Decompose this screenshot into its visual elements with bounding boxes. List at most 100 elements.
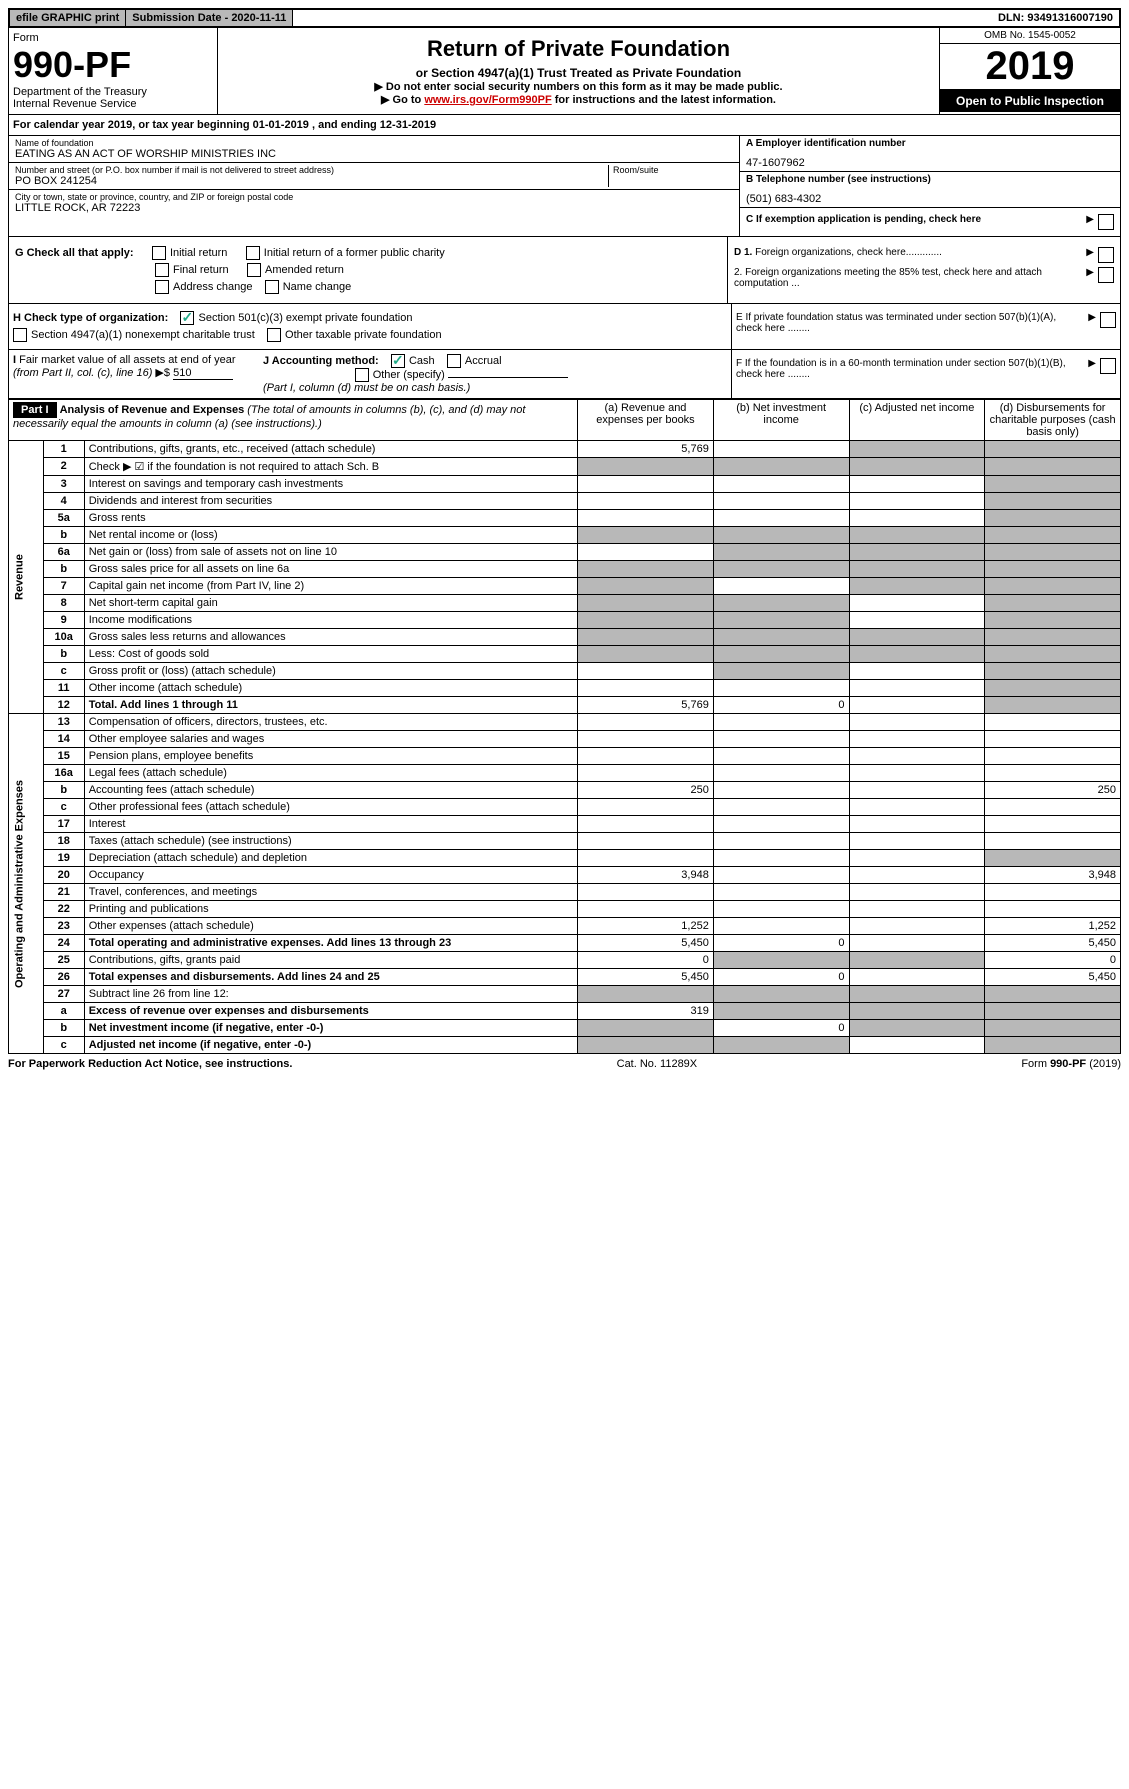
arrow-icon: ▶ (1086, 214, 1094, 225)
row-num: 18 (43, 833, 84, 850)
table-row: 8Net short-term capital gain (9, 595, 1121, 612)
table-cell (985, 680, 1121, 697)
row-desc: Net gain or (loss) from sale of assets n… (84, 544, 577, 561)
table-cell (849, 799, 985, 816)
table-row: 15Pension plans, employee benefits (9, 748, 1121, 765)
table-row: 3Interest on savings and temporary cash … (9, 476, 1121, 493)
h3-checkbox[interactable] (267, 328, 281, 342)
form-link[interactable]: www.irs.gov/Form990PF (424, 94, 551, 106)
c-checkbox[interactable] (1098, 214, 1114, 230)
table-cell (849, 748, 985, 765)
table-cell (849, 544, 985, 561)
table-cell: 0 (713, 1020, 849, 1037)
table-cell (713, 901, 849, 918)
i-value: 510 (173, 367, 233, 380)
table-cell: 0 (985, 952, 1121, 969)
d1-checkbox[interactable] (1098, 247, 1114, 263)
table-cell (713, 441, 849, 458)
table-row: bNet investment income (if negative, ent… (9, 1020, 1121, 1037)
amended-return-checkbox[interactable] (247, 263, 261, 277)
table-row: 16aLegal fees (attach schedule) (9, 765, 1121, 782)
j-label: J Accounting method: (263, 355, 379, 367)
table-cell (985, 578, 1121, 595)
row-desc: Check ▶ ☑ if the foundation is not requi… (84, 458, 577, 476)
table-row: 10aGross sales less returns and allowanc… (9, 629, 1121, 646)
accrual-checkbox[interactable] (447, 354, 461, 368)
phone-label: B Telephone number (see instructions) (746, 174, 1114, 185)
table-cell (985, 544, 1121, 561)
table-cell (985, 612, 1121, 629)
table-cell (578, 765, 714, 782)
ein-label: A Employer identification number (746, 138, 1114, 149)
row-num: c (43, 799, 84, 816)
row-num: a (43, 1003, 84, 1020)
table-cell (849, 458, 985, 476)
table-row: 22Printing and publications (9, 901, 1121, 918)
initial-former-checkbox[interactable] (246, 246, 260, 260)
dln: DLN: 93491316007190 (992, 10, 1119, 26)
table-row: 26Total expenses and disbursements. Add … (9, 969, 1121, 986)
submission-date: Submission Date - 2020-11-11 (126, 10, 293, 26)
table-cell (713, 476, 849, 493)
table-cell (985, 765, 1121, 782)
addr-label: Number and street (or P.O. box number if… (15, 165, 608, 175)
table-cell (985, 441, 1121, 458)
row-desc: Accounting fees (attach schedule) (84, 782, 577, 799)
table-row: 27Subtract line 26 from line 12: (9, 986, 1121, 1003)
form-number: 990-PF (13, 44, 213, 86)
instr-2-post: for instructions and the latest informat… (552, 94, 776, 106)
name-change-checkbox[interactable] (265, 280, 279, 294)
table-cell (713, 799, 849, 816)
tax-year: 2019 (940, 44, 1120, 90)
row-desc: Adjusted net income (if negative, enter … (84, 1037, 577, 1054)
row-desc: Net rental income or (loss) (84, 527, 577, 544)
row-desc: Depreciation (attach schedule) and deple… (84, 850, 577, 867)
h-label: H Check type of organization: (13, 312, 168, 324)
part1-table: Part I Analysis of Revenue and Expenses … (8, 399, 1121, 1054)
table-cell (985, 731, 1121, 748)
row-desc: Net short-term capital gain (84, 595, 577, 612)
foundation-name: EATING AS AN ACT OF WORSHIP MINISTRIES I… (15, 148, 733, 160)
h1-checkbox[interactable] (180, 311, 194, 325)
table-cell (849, 731, 985, 748)
address-change-checkbox[interactable] (155, 280, 169, 294)
table-cell (578, 646, 714, 663)
row-num: b (43, 646, 84, 663)
other-checkbox[interactable] (355, 368, 369, 382)
row-num: 15 (43, 748, 84, 765)
table-cell (985, 816, 1121, 833)
efile-print-button[interactable]: efile GRAPHIC print (10, 10, 126, 26)
cash-checkbox[interactable] (391, 354, 405, 368)
table-cell (713, 544, 849, 561)
row-num: b (43, 527, 84, 544)
g4: Amended return (265, 264, 344, 276)
f-label: F If the foundation is in a 60-month ter… (736, 358, 1084, 380)
table-cell (578, 493, 714, 510)
d2-checkbox[interactable] (1098, 267, 1114, 283)
table-cell (849, 578, 985, 595)
calendar-year-row: For calendar year 2019, or tax year begi… (8, 115, 1121, 136)
final-return-checkbox[interactable] (155, 263, 169, 277)
row-num: 14 (43, 731, 84, 748)
table-cell (985, 901, 1121, 918)
row-num: b (43, 561, 84, 578)
initial-return-checkbox[interactable] (152, 246, 166, 260)
f-checkbox[interactable] (1100, 358, 1116, 374)
table-cell (985, 748, 1121, 765)
table-cell: 250 (578, 782, 714, 799)
table-cell (713, 680, 849, 697)
g6: Name change (283, 281, 352, 293)
h2-checkbox[interactable] (13, 328, 27, 342)
e-checkbox[interactable] (1100, 312, 1116, 328)
row-desc: Other professional fees (attach schedule… (84, 799, 577, 816)
table-row: Operating and Administrative Expenses13C… (9, 714, 1121, 731)
table-cell (849, 765, 985, 782)
row-num: 9 (43, 612, 84, 629)
table-cell (849, 833, 985, 850)
table-cell (713, 1003, 849, 1020)
row-num: 2 (43, 458, 84, 476)
table-cell: 5,450 (985, 969, 1121, 986)
table-cell (713, 731, 849, 748)
table-cell (578, 748, 714, 765)
ij-section: I Fair market value of all assets at end… (8, 350, 1121, 399)
